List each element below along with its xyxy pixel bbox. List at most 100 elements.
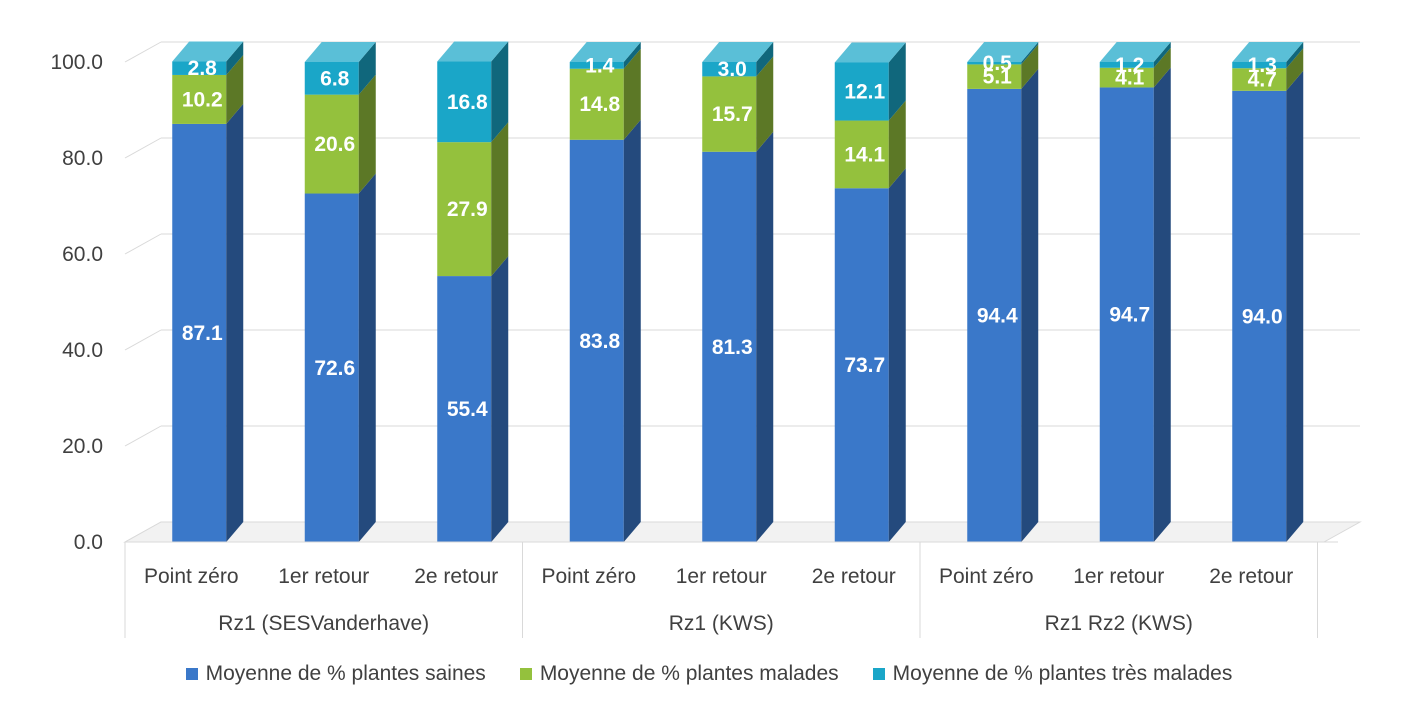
bar-side-3 (756, 42, 774, 77)
x-tick-label: 2e retour (812, 565, 896, 588)
data-label: 15.7 (712, 103, 753, 126)
data-label: 87.1 (182, 322, 223, 345)
y-tick-label: 0.0 (74, 531, 103, 554)
bar-front-3 (172, 61, 227, 75)
bar-front-1 (967, 88, 1022, 542)
bar-side-2 (888, 100, 906, 189)
bar-front-2 (834, 120, 889, 189)
legend-label: Moyenne de % plantes très malades (892, 662, 1233, 685)
bar-top-cap (304, 42, 376, 62)
data-label: 12.1 (844, 81, 885, 104)
legend-item: Moyenne de % plantes très malades (872, 662, 1233, 686)
bar-side-3 (226, 41, 244, 75)
data-label: 20.6 (314, 133, 355, 156)
bar-top-cap (1232, 42, 1304, 62)
axes: 0.0 20.0 40.0 60.0 80.0 100.0 Point zéro 1er re… (50, 51, 1338, 638)
x-tick-label: 1er retour (1073, 565, 1164, 588)
data-label: 14.8 (579, 93, 620, 116)
bar-front-3 (967, 62, 1022, 65)
data-label: 1.2 (1115, 54, 1144, 77)
bar-front-3 (1099, 62, 1154, 68)
y-tick-label: 60.0 (62, 243, 103, 266)
bar-side-1 (358, 173, 376, 542)
bars (172, 41, 1304, 543)
bar-front-3 (569, 62, 624, 69)
bar-front-2 (437, 142, 492, 277)
bar-side-3 (491, 41, 509, 143)
data-label: 27.9 (447, 198, 488, 221)
bar-top-cap (967, 42, 1039, 62)
bar-front-3 (437, 61, 492, 143)
bar-side-1 (1153, 67, 1171, 542)
data-label: 83.8 (579, 330, 620, 353)
gridline-diagonal (124, 137, 162, 159)
data-label: 16.8 (447, 91, 488, 114)
legend-swatch (872, 668, 885, 680)
data-label: 14.1 (844, 143, 885, 166)
bar-side-1 (491, 256, 509, 542)
bar-front-2 (702, 76, 757, 152)
bar-side-2 (226, 54, 244, 124)
bar-top-cap (834, 42, 906, 63)
bar-side-2 (623, 48, 641, 140)
x-tick-label: Point zéro (541, 565, 636, 588)
legend-label: Moyenne de % plantes malades (539, 662, 839, 685)
data-label: 94.4 (977, 304, 1018, 327)
bar-front-1 (172, 123, 227, 543)
data-label: 2.8 (188, 57, 218, 80)
data-label: 5.1 (983, 66, 1013, 89)
bar-top-cap (569, 42, 641, 62)
legend-label: Moyenne de % plantes saines (205, 662, 486, 685)
bar-front-2 (1232, 68, 1287, 91)
bar-side-3 (888, 42, 906, 121)
data-label: 94.0 (1242, 305, 1283, 328)
y-tick-label: 40.0 (62, 339, 103, 362)
bar-side-3 (1153, 42, 1171, 68)
bar-top-cap (702, 42, 774, 62)
bar-side-2 (491, 122, 509, 277)
y-tick-label: 100.0 (50, 51, 103, 74)
bar-side-1 (1286, 70, 1304, 543)
data-label: 81.3 (712, 336, 753, 359)
gridline-diagonal (124, 425, 162, 447)
bar-side-1 (1021, 68, 1039, 542)
bar-side-1 (623, 119, 641, 542)
bar-front-1 (1232, 90, 1287, 543)
legend-item: Moyenne de % plantes saines (185, 662, 486, 686)
data-label: 0.5 (983, 52, 1013, 75)
data-label: 6.8 (320, 67, 350, 90)
y-tick-label: 20.0 (62, 435, 103, 458)
bar-side-2 (1286, 48, 1304, 91)
legend: Moyenne de % plantes saines Moyenne de % … (0, 658, 1418, 690)
bar-side-1 (888, 168, 906, 543)
bar-front-2 (967, 64, 1022, 89)
gridline-diagonal (124, 233, 162, 255)
data-label: 10.2 (182, 88, 223, 111)
bar-front-2 (1099, 67, 1154, 88)
bar-top-cap (437, 41, 509, 62)
bar-side-1 (756, 131, 774, 542)
data-label: 1.3 (1248, 54, 1277, 77)
bar-front-1 (1099, 87, 1154, 542)
data-label: 72.6 (314, 357, 355, 380)
legend-swatch (185, 668, 198, 680)
gridline-diagonal (124, 41, 162, 63)
bar-front-3 (834, 62, 889, 121)
legend-swatch (519, 668, 532, 680)
bar-top-cap (172, 41, 244, 62)
legend-item: Moyenne de % plantes malades (519, 662, 839, 686)
data-label: 94.7 (1109, 304, 1150, 327)
data-label: 3.0 (718, 58, 747, 81)
gridline-diagonal (124, 329, 162, 351)
bar-front-1 (304, 193, 359, 542)
bar-side-3 (358, 42, 376, 95)
bar-front-3 (1232, 62, 1287, 69)
data-label: 73.7 (844, 354, 885, 377)
x-tick-label: 1er retour (676, 565, 767, 588)
data-labels: 87.1 10.2 2.8 72.6 20.6 6.8 55.4 27.9 16.8 83.8 14… (182, 52, 1283, 421)
group-label: Rz1 Rz2 (KWS) (1045, 612, 1193, 635)
bar-side-3 (623, 42, 641, 69)
group-label: Rz1 (KWS) (669, 612, 774, 635)
